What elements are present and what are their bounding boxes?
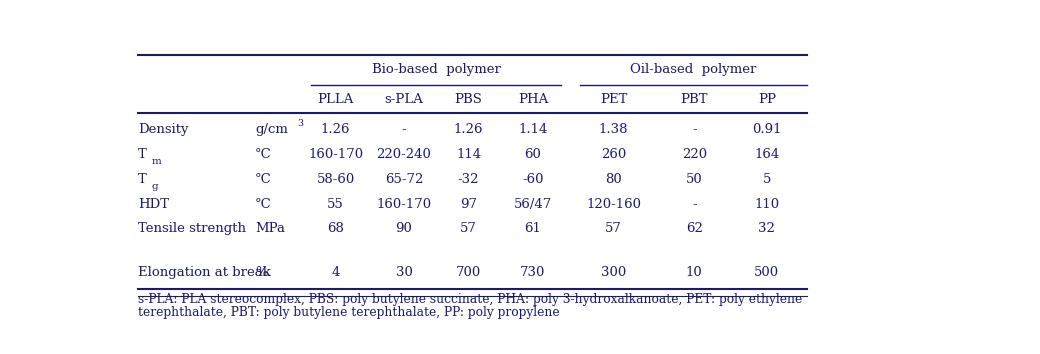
Text: 110: 110 [754,198,779,211]
Text: 3: 3 [297,119,304,128]
Text: g/cm: g/cm [255,123,288,136]
Text: 1.26: 1.26 [453,123,484,136]
Text: PBS: PBS [454,93,483,106]
Text: Tensile strength: Tensile strength [138,222,246,235]
Text: -60: -60 [522,173,544,186]
Text: HDT: HDT [138,198,170,211]
Text: 260: 260 [601,148,626,161]
Text: 0.91: 0.91 [752,123,781,136]
Text: m: m [152,158,161,166]
Text: 55: 55 [328,198,344,211]
Text: 220-240: 220-240 [376,148,432,161]
Text: 97: 97 [460,198,477,211]
Text: °C: °C [255,148,271,161]
Text: 730: 730 [520,266,546,279]
Text: Density: Density [138,123,188,136]
Text: 10: 10 [685,266,703,279]
Text: PET: PET [600,93,627,106]
Text: Oil-based  polymer: Oil-based polymer [630,63,756,76]
Text: 57: 57 [605,222,622,235]
Text: -32: -32 [458,173,479,186]
Text: 120-160: 120-160 [587,198,641,211]
Text: -: - [692,123,697,136]
Text: s-PLA: s-PLA [385,93,423,106]
Text: 500: 500 [754,266,779,279]
Text: 30: 30 [395,266,413,279]
Text: 68: 68 [328,222,344,235]
Text: °C: °C [255,173,271,186]
Text: Bio-based  polymer: Bio-based polymer [372,63,500,76]
Text: PBT: PBT [680,93,708,106]
Text: 700: 700 [456,266,482,279]
Text: °C: °C [255,198,271,211]
Text: 4: 4 [332,266,340,279]
Text: s-PLA: PLA stereocomplex, PBS: poly butylene succinate, PHA: poly 3-hydroxalkano: s-PLA: PLA stereocomplex, PBS: poly buty… [138,293,802,306]
Text: 160-170: 160-170 [376,198,432,211]
Text: PHA: PHA [518,93,548,106]
Text: Elongation at break: Elongation at break [138,266,271,279]
Text: 114: 114 [456,148,482,161]
Text: 60: 60 [524,148,542,161]
Text: 57: 57 [460,222,477,235]
Text: 220: 220 [681,148,707,161]
Text: 1.14: 1.14 [518,123,548,136]
Text: %: % [255,266,267,279]
Text: 1.38: 1.38 [599,123,628,136]
Text: -: - [692,198,697,211]
Text: 80: 80 [605,173,622,186]
Text: 56/47: 56/47 [514,198,552,211]
Text: 164: 164 [754,148,779,161]
Text: 65-72: 65-72 [385,173,423,186]
Text: g: g [152,182,158,192]
Text: 5: 5 [762,173,771,186]
Text: MPa: MPa [255,222,285,235]
Text: 1.26: 1.26 [320,123,350,136]
Text: PP: PP [758,93,776,106]
Text: 160-170: 160-170 [308,148,363,161]
Text: 300: 300 [601,266,626,279]
Text: 32: 32 [758,222,775,235]
Text: terephthalate, PBT: poly butylene terephthalate, PP: poly propylene: terephthalate, PBT: poly butylene tereph… [138,306,560,319]
Text: PLLA: PLLA [317,93,354,106]
Text: -: - [401,123,407,136]
Text: 62: 62 [685,222,703,235]
Text: T: T [138,173,147,186]
Text: T: T [138,148,147,161]
Text: 58-60: 58-60 [316,173,355,186]
Text: 90: 90 [395,222,413,235]
Text: 61: 61 [524,222,542,235]
Text: 50: 50 [685,173,703,186]
